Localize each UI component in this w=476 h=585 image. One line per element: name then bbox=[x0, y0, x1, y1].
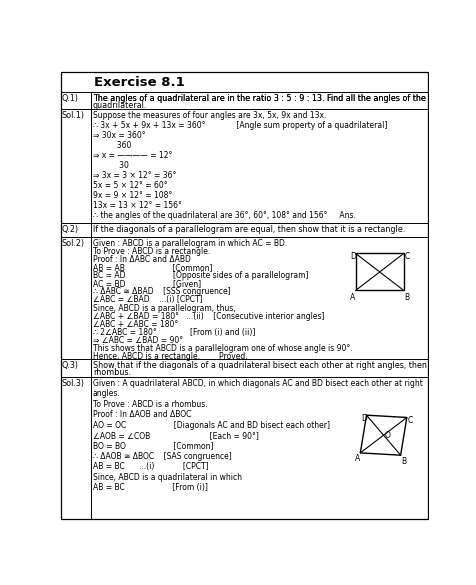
Text: 9x = 9 × 12° = 108°: 9x = 9 × 12° = 108° bbox=[93, 191, 172, 200]
Text: angles.: angles. bbox=[93, 390, 120, 398]
Text: AB = BC                    [From (i)]: AB = BC [From (i)] bbox=[93, 483, 208, 492]
Text: AB = BC      ...(i)            [CPCT]: AB = BC ...(i) [CPCT] bbox=[93, 462, 208, 471]
Text: ∴ the angles of the quadrilateral are 36°, 60°, 108° and 156°     Ans.: ∴ the angles of the quadrilateral are 36… bbox=[93, 211, 355, 220]
Text: C: C bbox=[407, 416, 412, 425]
Text: Suppose the measures of four angles are 3x, 5x, 9x and 13x.: Suppose the measures of four angles are … bbox=[93, 111, 326, 120]
Text: Show that if the diagonals of a quadrilateral bisect each other at right angles,: Show that if the diagonals of a quadrila… bbox=[93, 362, 450, 370]
Text: The angles of a quadrilateral are in the ratio 3 : 5 : 9 : 13. Find all the angl: The angles of a quadrilateral are in the… bbox=[93, 94, 476, 103]
Text: ⇒ 30x = 360°: ⇒ 30x = 360° bbox=[93, 131, 145, 140]
Text: B: B bbox=[401, 457, 406, 466]
Text: 13x = 13 × 12° = 156°: 13x = 13 × 12° = 156° bbox=[93, 201, 181, 210]
Text: quadrilateral.: quadrilateral. bbox=[93, 101, 147, 110]
Text: To Prove : ABCD is a rectangle.: To Prove : ABCD is a rectangle. bbox=[93, 247, 210, 256]
Text: Given : A quadrilateral ABCD, in which diagonals AC and BD bisect each other at : Given : A quadrilateral ABCD, in which d… bbox=[93, 379, 422, 388]
Text: ∴ ΔABC ≅ ΔBAD    [SSS congruence]: ∴ ΔABC ≅ ΔBAD [SSS congruence] bbox=[93, 287, 230, 297]
Text: Proof : In ΔABC and ΔABD: Proof : In ΔABC and ΔABD bbox=[93, 255, 190, 264]
Text: Sol.3): Sol.3) bbox=[62, 379, 85, 388]
Text: ∴ 2∠ABC = 180°              [From (i) and (ii)]: ∴ 2∠ABC = 180° [From (i) and (ii)] bbox=[93, 328, 255, 337]
Text: ∠ABC + ∠BAD = 180°   ...(ii)    [Consecutive interior angles]: ∠ABC + ∠BAD = 180° ...(ii) [Consecutive … bbox=[93, 312, 324, 321]
Text: Q.3): Q.3) bbox=[62, 362, 79, 370]
Text: The angles of a quadrilateral are in the ratio 3 : 5 : 9 : 13. Find all the angl: The angles of a quadrilateral are in the… bbox=[93, 94, 425, 103]
Text: Proof : In ΔAOB and ΔBOC: Proof : In ΔAOB and ΔBOC bbox=[93, 410, 191, 419]
Text: BO = BO                    [Common]: BO = BO [Common] bbox=[93, 441, 213, 450]
Text: rhombus.: rhombus. bbox=[93, 368, 131, 377]
Text: O: O bbox=[384, 431, 390, 440]
Text: AC = BD                    [Given]: AC = BD [Given] bbox=[93, 279, 201, 288]
Text: Since, ABCD is a parallelogram, thus,: Since, ABCD is a parallelogram, thus, bbox=[93, 304, 235, 312]
Text: ∠ABC + ∠ABC = 180°: ∠ABC + ∠ABC = 180° bbox=[93, 319, 178, 329]
Text: ∠ABC = ∠BAD    ...(i) [CPCT]: ∠ABC = ∠BAD ...(i) [CPCT] bbox=[93, 295, 202, 304]
Text: D: D bbox=[360, 414, 366, 422]
Text: If the diagonals of a parallelogram are equal, then show that it is a rectangle.: If the diagonals of a parallelogram are … bbox=[93, 225, 404, 234]
Text: 30: 30 bbox=[93, 161, 129, 170]
Bar bbox=[355, 253, 403, 290]
Text: A: A bbox=[349, 292, 355, 302]
Text: ⇒ x = ———— = 12°: ⇒ x = ———— = 12° bbox=[93, 151, 172, 160]
Text: ⇒ ∠ABC = ∠BAD = 90°: ⇒ ∠ABC = ∠BAD = 90° bbox=[93, 336, 183, 345]
Text: BC = AD                    [Opposite sides of a parallelogram]: BC = AD [Opposite sides of a parallelogr… bbox=[93, 271, 308, 280]
Text: ∠AOB = ∠COB                         [Each = 90°]: ∠AOB = ∠COB [Each = 90°] bbox=[93, 431, 258, 440]
Text: D: D bbox=[349, 252, 356, 261]
Text: AO = OC                    [Diagonals AC and BD bisect each other]: AO = OC [Diagonals AC and BD bisect each… bbox=[93, 421, 329, 429]
Text: ∴ ΔAOB ≅ ΔBOC    [SAS congruence]: ∴ ΔAOB ≅ ΔBOC [SAS congruence] bbox=[93, 452, 231, 461]
Text: Exercise 8.1: Exercise 8.1 bbox=[94, 75, 185, 88]
Text: A: A bbox=[354, 455, 359, 463]
Text: Hence, ABCD is a rectangle.        Proved.: Hence, ABCD is a rectangle. Proved. bbox=[93, 352, 247, 361]
Text: Q.1): Q.1) bbox=[62, 94, 79, 103]
Text: ∴ 3x + 5x + 9x + 13x = 360°             [Angle sum property of a quadrilateral]: ∴ 3x + 5x + 9x + 13x = 360° [Angle sum p… bbox=[93, 121, 387, 130]
Text: Q.2): Q.2) bbox=[62, 225, 79, 234]
Text: C: C bbox=[404, 252, 409, 261]
Text: ⇒ 3x = 3 × 12° = 36°: ⇒ 3x = 3 × 12° = 36° bbox=[93, 171, 176, 180]
Text: 5x = 5 × 12° = 60°: 5x = 5 × 12° = 60° bbox=[93, 181, 167, 190]
Text: Sol.2): Sol.2) bbox=[62, 239, 85, 248]
Text: This shows that ABCD is a parallelogram one of whose angle is 90°.: This shows that ABCD is a parallelogram … bbox=[93, 344, 352, 353]
Text: Given : ABCD is a parallelogram in which AC = BD.: Given : ABCD is a parallelogram in which… bbox=[93, 239, 287, 248]
Text: AB = AB                    [Common]: AB = AB [Common] bbox=[93, 263, 212, 272]
Text: 360: 360 bbox=[93, 141, 131, 150]
Text: To Prove : ABCD is a rhombus.: To Prove : ABCD is a rhombus. bbox=[93, 400, 207, 409]
Text: Sol.1): Sol.1) bbox=[62, 111, 85, 120]
Text: Since, ABCD is a quadrilateral in which: Since, ABCD is a quadrilateral in which bbox=[93, 473, 241, 481]
Text: B: B bbox=[404, 292, 409, 302]
